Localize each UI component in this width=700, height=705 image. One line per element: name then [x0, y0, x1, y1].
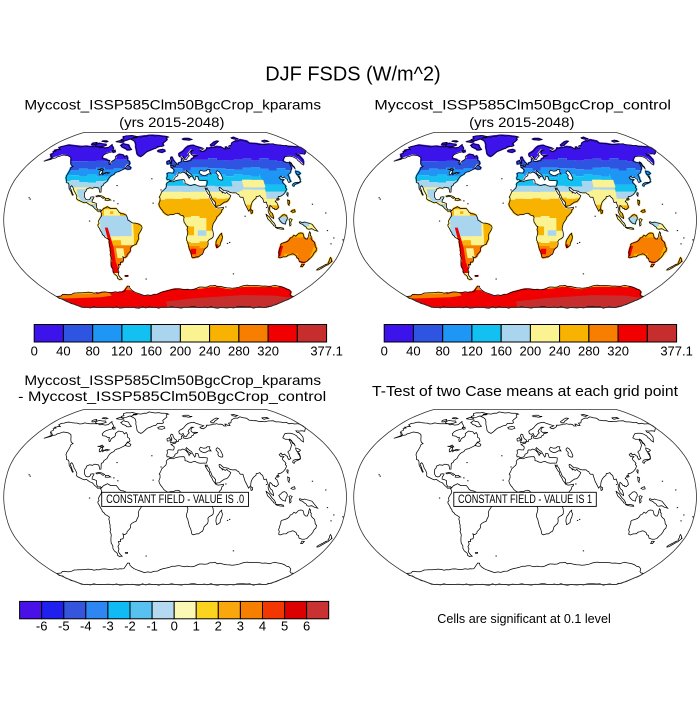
- svg-text:0: 0: [171, 619, 178, 634]
- svg-text:377.1: 377.1: [660, 344, 693, 359]
- svg-text:4: 4: [259, 619, 266, 634]
- svg-text:DJF FSDS (W/m^2): DJF FSDS (W/m^2): [265, 64, 440, 86]
- svg-text:Cells are significant at 0.1 l: Cells are significant at 0.1 level: [437, 611, 611, 626]
- svg-text:- Myccost_ISSP585Clm50BgcCrop_: - Myccost_ISSP585Clm50BgcCrop_control: [18, 388, 326, 404]
- svg-text:(yrs 2015-2048): (yrs 2015-2048): [469, 114, 574, 130]
- svg-text:40: 40: [406, 344, 420, 359]
- svg-text:T-Test of two Case means at ea: T-Test of two Case means at each grid po…: [372, 384, 678, 400]
- svg-text:80: 80: [85, 344, 99, 359]
- svg-text:Myccost_ISSP585Clm50BgcCrop_kp: Myccost_ISSP585Clm50BgcCrop_kparams: [24, 372, 321, 388]
- svg-text:80: 80: [435, 344, 449, 359]
- svg-text:120: 120: [111, 344, 133, 359]
- svg-text:-2: -2: [124, 619, 136, 634]
- svg-text:CONSTANT FIELD - VALUE IS 1: CONSTANT FIELD - VALUE IS 1: [458, 494, 592, 506]
- svg-text:120: 120: [461, 344, 483, 359]
- svg-text:320: 320: [257, 344, 279, 359]
- svg-text:-5: -5: [58, 619, 70, 634]
- svg-text:240: 240: [199, 344, 221, 359]
- svg-text:(yrs 2015-2048): (yrs 2015-2048): [119, 114, 224, 130]
- svg-text:0: 0: [381, 344, 388, 359]
- svg-text:200: 200: [170, 344, 192, 359]
- svg-text:-3: -3: [102, 619, 114, 634]
- svg-text:160: 160: [140, 344, 162, 359]
- svg-text:320: 320: [607, 344, 629, 359]
- svg-text:Myccost_ISSP585Clm50BgcCrop_kp: Myccost_ISSP585Clm50BgcCrop_kparams: [24, 97, 321, 113]
- svg-text:0: 0: [31, 344, 38, 359]
- svg-text:40: 40: [56, 344, 70, 359]
- svg-text:240: 240: [549, 344, 571, 359]
- svg-text:-4: -4: [80, 619, 92, 634]
- svg-text:280: 280: [228, 344, 250, 359]
- svg-text:CONSTANT FIELD - VALUE IS .0: CONSTANT FIELD - VALUE IS .0: [106, 494, 244, 506]
- svg-text:160: 160: [490, 344, 512, 359]
- svg-text:377.1: 377.1: [310, 344, 343, 359]
- svg-text:-6: -6: [36, 619, 48, 634]
- svg-text:-1: -1: [146, 619, 158, 634]
- svg-text:2: 2: [215, 619, 222, 634]
- svg-text:1: 1: [193, 619, 200, 634]
- svg-text:200: 200: [520, 344, 542, 359]
- svg-text:3: 3: [237, 619, 244, 634]
- svg-text:6: 6: [303, 619, 310, 634]
- svg-text:280: 280: [578, 344, 600, 359]
- svg-text:Myccost_ISSP585Clm50BgcCrop_co: Myccost_ISSP585Clm50BgcCrop_control: [374, 97, 671, 113]
- svg-text:5: 5: [281, 619, 288, 634]
